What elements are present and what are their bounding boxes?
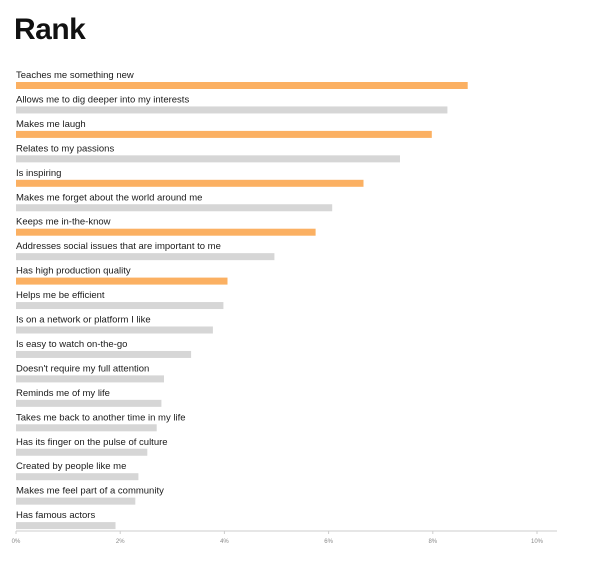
- bar: [16, 473, 139, 481]
- bar: [16, 130, 432, 138]
- x-tick-label: 6%: [324, 539, 333, 545]
- bars-layer: Teaches me something new Allows me to dig…: [16, 70, 468, 530]
- category-label: Has high production quality: [16, 266, 131, 277]
- category-label: Reminds me of my life: [16, 388, 110, 399]
- bar: [16, 228, 316, 236]
- bar: [16, 326, 213, 334]
- category-label: Makes me laugh: [16, 119, 86, 130]
- category-label: Allows me to dig deeper into my interest…: [16, 94, 189, 105]
- category-label: Teaches me something new: [16, 70, 134, 81]
- x-tick-label: 0%: [12, 539, 21, 545]
- category-label: Created by people like me: [16, 461, 126, 472]
- category-label: Is easy to watch on-the-go: [16, 339, 127, 350]
- bar: [16, 350, 192, 358]
- bar: [16, 204, 333, 212]
- category-label: Relates to my passions: [16, 143, 114, 154]
- bar: [16, 375, 164, 383]
- bar: [16, 424, 157, 432]
- category-label: Has famous actors: [16, 510, 95, 521]
- bar: [16, 253, 275, 261]
- bar: [16, 522, 116, 530]
- category-label: Has its finger on the pulse of culture: [16, 437, 168, 448]
- x-axis: 0% 2% 4% 6% 8% 10%: [12, 530, 557, 545]
- category-label: Doesn't require my full attention: [16, 363, 149, 374]
- bar: [16, 277, 228, 285]
- category-label: Keeps me in-the-know: [16, 217, 111, 228]
- bar: [16, 399, 162, 407]
- category-label: Helps me be efficient: [16, 290, 105, 301]
- x-tick-label: 4%: [220, 539, 229, 545]
- category-label: Addresses social issues that are importa…: [16, 241, 221, 252]
- bar: [16, 106, 448, 114]
- bar: [16, 302, 224, 310]
- category-label: Makes me forget about the world around m…: [16, 192, 202, 203]
- bar: [16, 179, 364, 187]
- category-label: Is inspiring: [16, 168, 61, 179]
- category-label: Is on a network or platform I like: [16, 315, 151, 326]
- bar: [16, 82, 468, 89]
- x-tick-label: 2%: [116, 539, 125, 545]
- bar: [16, 155, 400, 163]
- x-tick-label: 8%: [428, 539, 437, 545]
- bar: [16, 448, 148, 456]
- x-tick-label: 10%: [531, 539, 544, 545]
- chart-title: Rank: [14, 13, 86, 46]
- category-label: Takes me back to another time in my life: [16, 412, 186, 423]
- category-label: Makes me feel part of a community: [16, 486, 164, 497]
- bar: [16, 497, 136, 505]
